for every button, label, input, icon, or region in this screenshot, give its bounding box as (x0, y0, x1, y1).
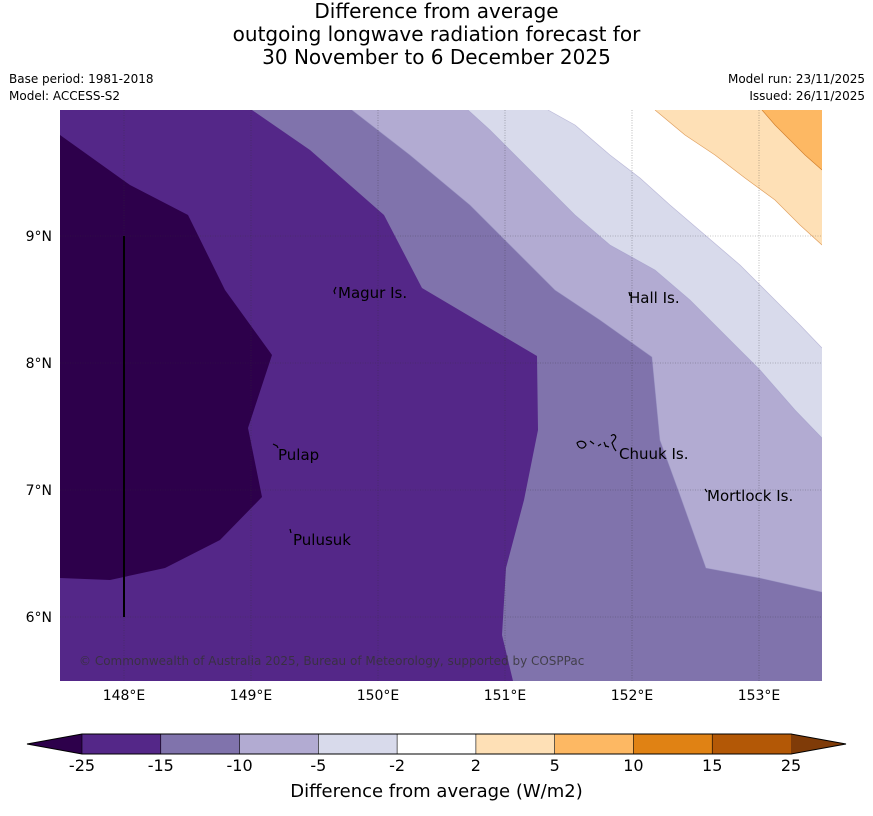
lon-label-149e: 149°E (230, 688, 273, 704)
copyright-text: © Commonwealth of Australia 2025, Bureau… (79, 654, 584, 668)
colorbar-bin-6 (554, 733, 635, 755)
colorbar-above-arrow (791, 734, 846, 754)
island-magur (333, 286, 337, 295)
colorbar-tick-label: -25 (69, 756, 95, 775)
contour-line-2 (654, 110, 822, 246)
title-line-1: Difference from average (314, 0, 559, 23)
lat-label-6n: 6°N (26, 610, 52, 626)
island-chuuk (576, 434, 617, 452)
meta-left: Base period: 1981-2018 Model: ACCESS-S2 (9, 71, 154, 105)
place-label-magur: Magur Is. (338, 284, 407, 302)
meta-right: Model run: 23/11/2025 Issued: 26/11/2025 (728, 71, 865, 105)
contour-band-below-minus25 (60, 135, 272, 580)
colorbar-tick-label: -10 (226, 756, 252, 775)
colorbar-bin-2 (239, 733, 320, 755)
issued-date: Issued: 26/11/2025 (749, 89, 865, 103)
lon-label-148e: 148°E (103, 688, 146, 704)
lat-label-7n: 7°N (26, 483, 52, 499)
lon-label-153e: 153°E (738, 688, 781, 704)
colorbar-below-arrow (27, 734, 82, 754)
colorbar-title: Difference from average (W/m2) (290, 781, 583, 802)
colorbar-tick-label: 5 (550, 756, 560, 775)
islands (272, 286, 708, 534)
place-label-hall: Hall Is. (629, 289, 680, 307)
title-line-2: outgoing longwave radiation forecast for (232, 22, 641, 46)
colorbar-bin-7 (633, 733, 714, 755)
place-label-pulap: Pulap (278, 446, 319, 464)
place-label-chuuk: Chuuk Is. (619, 445, 688, 463)
base-period: Base period: 1981-2018 (9, 72, 154, 86)
colorbar-tick-label: -15 (148, 756, 174, 775)
lat-label-8n: 8°N (26, 356, 52, 372)
contour-band-5-10 (762, 110, 822, 170)
colorbar: -25 -15 -10 -5 -2 2 5 10 15 25 (26, 733, 847, 775)
place-labels: Magur Is. Hall Is. Pulap Chuuk Is. Mortl… (278, 284, 793, 549)
model-name: Model: ACCESS-S2 (9, 89, 121, 103)
colorbar-bins (81, 733, 792, 755)
contour-lines (351, 110, 822, 593)
island-hall (628, 291, 631, 297)
colorbar-bin-4 (396, 733, 477, 755)
colorbar-tick-labels: -25 -15 -10 -5 -2 2 5 10 15 25 (69, 756, 801, 775)
island-mortlock (704, 488, 708, 493)
colorbar-bin-8 (711, 733, 792, 755)
colorbar-tick-label: 10 (623, 756, 643, 775)
model-run: Model run: 23/11/2025 (727, 72, 865, 86)
lon-label-150e: 150°E (357, 688, 400, 704)
place-label-pulusuk: Pulusuk (293, 531, 351, 549)
colorbar-tick-label: 2 (471, 756, 481, 775)
colorbar-bin-5 (475, 733, 556, 755)
lat-label-9n: 9°N (26, 229, 52, 245)
colorbar-bin-1 (160, 733, 241, 755)
title-line-3: 30 November to 6 December 2025 (262, 45, 611, 69)
chart-title: Difference from average outgoing longwav… (0, 0, 873, 69)
contour-line-5 (761, 110, 822, 171)
lon-label-152e: 152°E (611, 688, 654, 704)
colorbar-tick-label: -2 (389, 756, 405, 775)
island-pulusuk (289, 528, 292, 534)
lon-axis: 148°E 149°E 150°E 151°E 152°E 153°E (103, 688, 781, 704)
lat-axis: 9°N 8°N 7°N 6°N (26, 229, 52, 626)
contour-map: Magur Is. Hall Is. Pulap Chuuk Is. Mortl… (60, 110, 822, 681)
colorbar-tick-label: 15 (702, 756, 722, 775)
colorbar-outline (26, 733, 847, 755)
island-pulap (272, 443, 279, 449)
lon-label-151e: 151°E (484, 688, 527, 704)
colorbar-tick-label: 25 (781, 756, 801, 775)
colorbar-tick-label: -5 (310, 756, 326, 775)
colorbar-bin-3 (318, 733, 398, 755)
contour-band-2-5 (655, 110, 822, 245)
colorbar-bin-0 (81, 733, 162, 755)
place-label-mortlock: Mortlock Is. (707, 487, 793, 505)
